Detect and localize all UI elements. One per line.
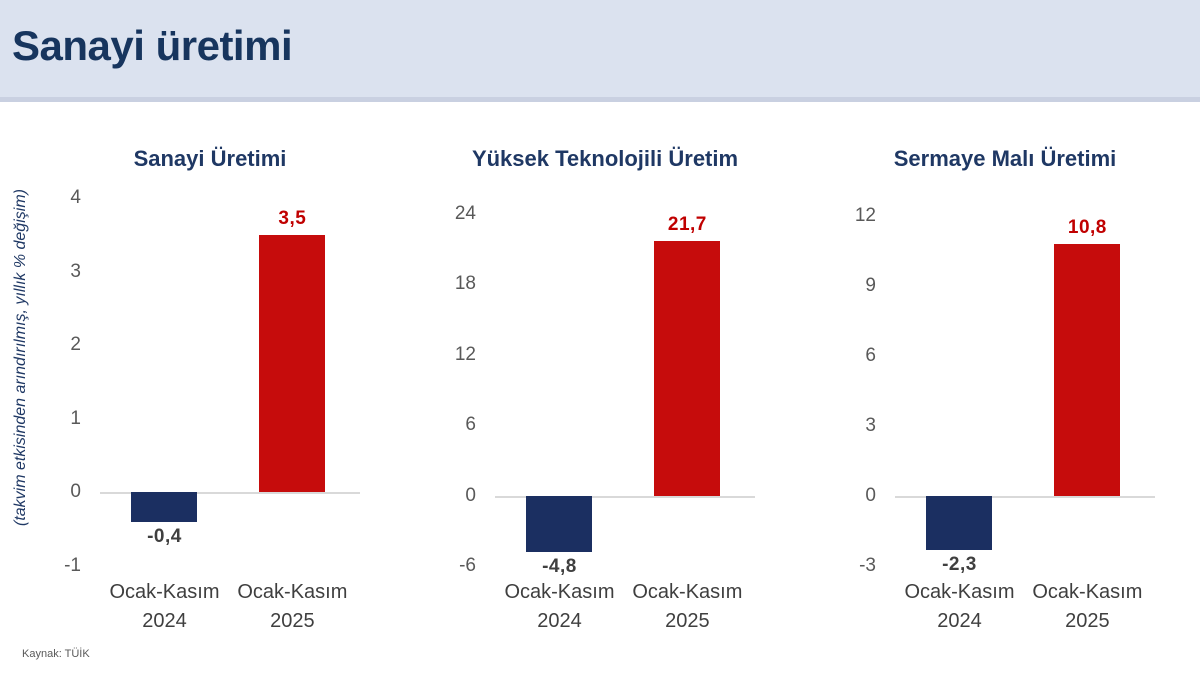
- y-tick-label: 0: [70, 481, 81, 503]
- y-tick-label: 3: [70, 260, 81, 282]
- bar-ocak-kasim-2024: [131, 492, 198, 522]
- y-tick-label: -6: [459, 555, 476, 576]
- y-tick-label: 18: [454, 273, 476, 295]
- y-tick-label: 4: [70, 187, 81, 208]
- page-title: Sanayi üretimi: [12, 22, 293, 69]
- value-label: 10,8: [1067, 217, 1107, 238]
- category-label: Ocak-Kasım 2024: [904, 581, 1015, 632]
- chart-sanayi-uretimi: Sanayi Üretimi 4 3 2 1 0 -1 -0,4 Ocak-Kasım 2024…: [55, 140, 365, 655]
- value-label: -4,8: [542, 555, 577, 577]
- value-label: -2,3: [942, 553, 977, 575]
- y-tick-label: 1: [70, 407, 81, 429]
- chart-sermaye-mali-uretimi: Sermaye Malı Üretimi 12 9 6 3 0 -3 -2,3 Ocak-Ka…: [850, 140, 1160, 655]
- value-label: -0,4: [147, 525, 182, 547]
- zero-axis-line: [495, 495, 755, 498]
- bar-ocak-kasim-2024: [526, 495, 593, 552]
- chart-title: Sanayi Üretimi: [133, 146, 287, 171]
- bar-ocak-kasim-2025: [1054, 244, 1121, 496]
- y-tick-label: 2: [70, 334, 81, 356]
- chart-title: Sermaye Malı Üretimi: [893, 146, 1117, 171]
- value-label: 3,5: [278, 207, 307, 229]
- category-label: Ocak-Kasım 2025: [632, 581, 743, 632]
- category-label: Ocak-Kasım 2024: [109, 581, 220, 632]
- y-tick-label: -3: [859, 555, 876, 576]
- chart-title: Yüksek Teknolojili Üretim: [471, 146, 739, 171]
- y-tick-label: 24: [454, 203, 476, 224]
- bar-ocak-kasim-2025: [259, 234, 326, 493]
- chart-yuksek-teknolojili-uretim: Yüksek Teknolojili Üretim 24 18 12 6 0 -6 -4,8…: [450, 140, 760, 655]
- category-label: Ocak-Kasım 2025: [237, 581, 348, 632]
- y-tick-label: 0: [865, 485, 876, 506]
- slide-header: Sanayi üretimi: [0, 0, 1200, 102]
- y-tick-label: 12: [854, 205, 876, 226]
- y-tick-label: 6: [465, 414, 476, 436]
- bar-ocak-kasim-2024: [926, 496, 993, 550]
- source-note: Kaynak: TÜİK: [22, 648, 90, 660]
- y-tick-label: -1: [64, 555, 81, 576]
- zero-axis-line: [895, 496, 1155, 498]
- y-axis-note: (takvim etkisinden arındırılmış, yıllık …: [12, 189, 29, 526]
- y-tick-label: 9: [865, 275, 876, 296]
- y-tick-label: 0: [465, 484, 476, 506]
- category-label: Ocak-Kasım 2025: [1032, 581, 1143, 632]
- zero-axis-line: [100, 492, 360, 495]
- category-label: Ocak-Kasım 2024: [504, 581, 615, 632]
- value-label: 21,7: [667, 213, 707, 235]
- y-tick-label: 3: [865, 415, 876, 436]
- y-tick-label: 6: [865, 345, 876, 366]
- y-tick-label: 12: [454, 343, 476, 365]
- bar-ocak-kasim-2025: [654, 240, 721, 496]
